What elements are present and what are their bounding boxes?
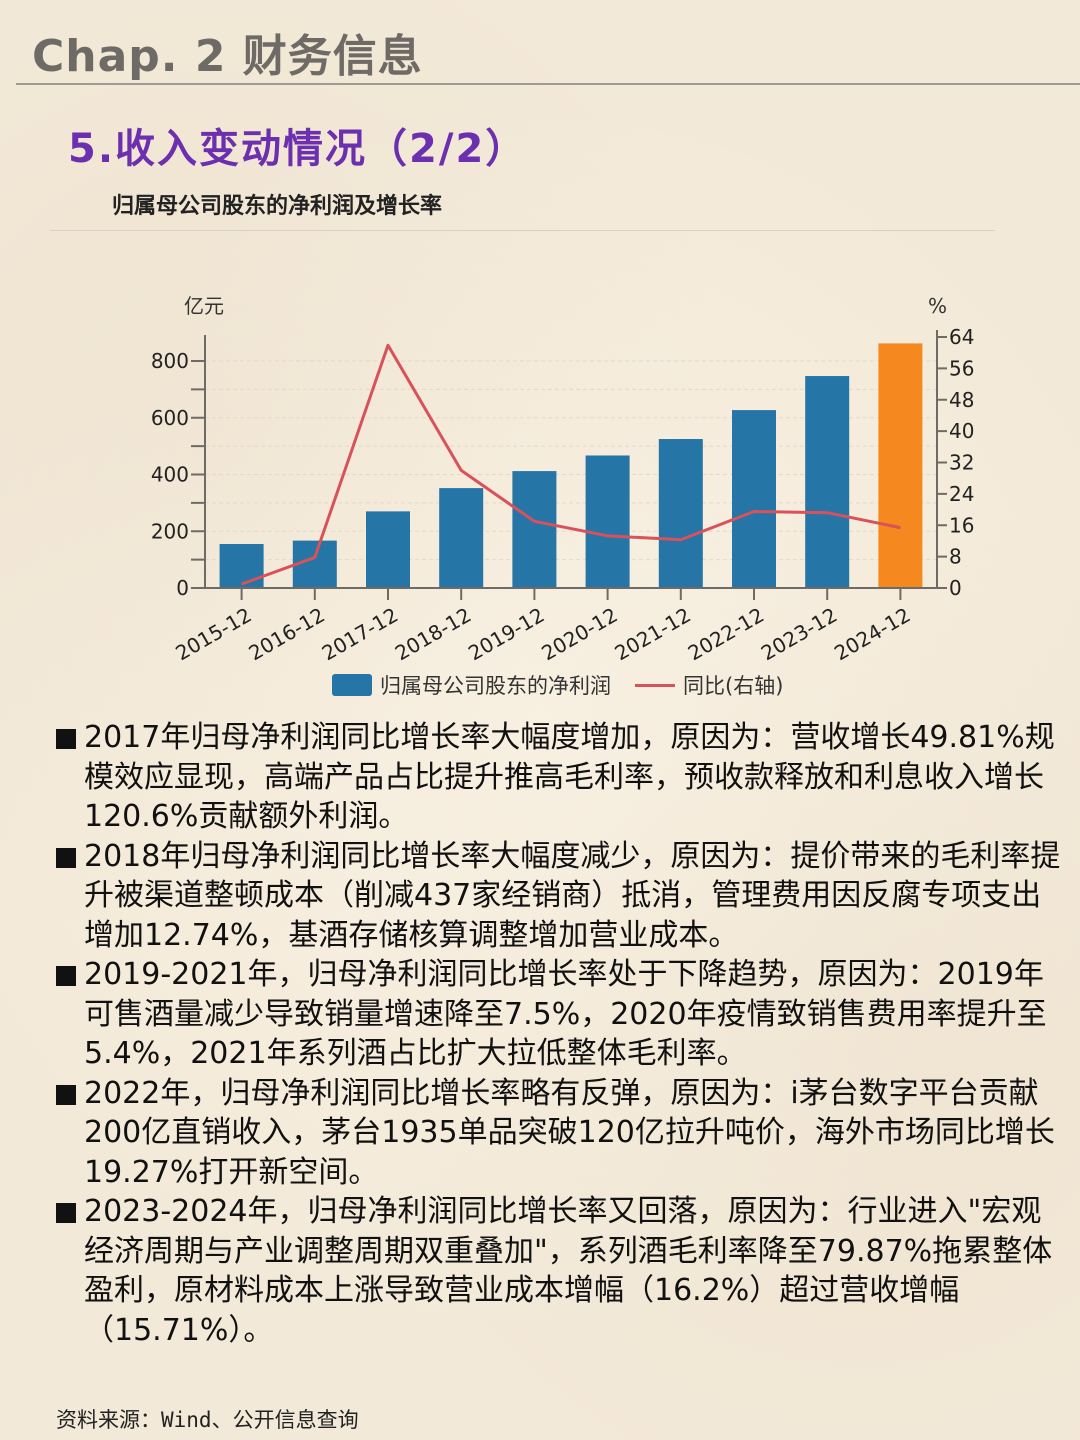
section-title: 5.收入变动情况（2/2） [68,126,528,172]
bar-2023-12 [805,376,850,588]
legend-line-label: 同比(右轴) [683,674,784,698]
bullet-item-2023-2024: 2023-2024年，归母净利润同比增长率又回落，原因为：行业进入"宏观经济周期… [56,1192,1066,1350]
bullet-item-2018: 2018年归母净利润同比增长率大幅度减少，原因为：提价带来的毛利率提升被渠道整顿… [56,837,1066,956]
square-bullet-icon [56,1203,76,1223]
bar-2022-12 [732,410,776,588]
left-axis-tick-label: 200 [151,519,189,543]
yoy-growth-line [241,343,901,586]
line-series [241,343,901,586]
bullet-text: 2017年归母净利润同比增长率大幅度增加，原因为：营收增长49.81%规模效应显… [84,720,1055,834]
x-axis-tick-label: 2017-12 [318,603,402,666]
x-axis-tick-label: 2021-12 [611,603,695,666]
square-bullet-icon [56,729,76,749]
x-axis-tick-label: 2022-12 [684,603,768,666]
bullet-text: 2019-2021年，归母净利润同比增长率处于下降趋势，原因为：2019年可售酒… [84,957,1047,1071]
chart-title: 归属母公司股东的净利润及增长率 [112,194,443,219]
left-y-axis: 0 200 400 600 800 [151,335,206,600]
right-axis-tick-label: 56 [949,356,974,380]
legend-bar-swatch [332,674,372,696]
x-axis-tick-label: 2019-12 [464,603,548,666]
bar-series [219,343,923,588]
right-axis-tick-label: 24 [949,482,974,506]
bar-2019-12 [512,471,557,588]
left-axis-tick-label: 400 [151,463,189,487]
bullet-text: 2023-2024年，归母净利润同比增长率又回落，原因为：行业进入"宏观经济周期… [84,1194,1053,1348]
right-axis-tick-label: 64 [949,325,974,349]
bar-2018-12 [439,488,484,588]
left-axis-unit: 亿元 [184,294,224,318]
analysis-bullet-list: 2017年归母净利润同比增长率大幅度增加，原因为：营收增长49.81%规模效应显… [56,718,1066,1350]
right-axis-tick-label: 16 [949,513,974,537]
bar-2015-12 [219,544,264,588]
x-axis: 2015-122016-122017-122018-122019-122020-… [171,587,937,666]
left-axis-tick-label: 0 [176,576,189,600]
bullet-text: 2022年，归母净利润同比增长率略有反弹，原因为：i茅台数字平台贡献200亿直销… [84,1075,1055,1190]
right-axis-tick-label: 32 [949,451,974,475]
square-bullet-icon [56,1084,76,1105]
bullet-text: 2018年归母净利润同比增长率大幅度减少，原因为：提价带来的毛利率提升被渠道整顿… [84,838,1061,953]
chart-legend: 归属母公司股东的净利润 同比(右轴) [332,670,783,700]
bullet-item-2019-2021: 2019-2021年，归母净利润同比增长率处于下降趋势，原因为：2019年可售酒… [56,955,1066,1074]
right-axis-unit: % [928,294,947,318]
x-axis-tick-label: 2020-12 [537,603,621,666]
chapter-divider [16,83,1080,85]
chapter-title: Chap. 2 财务信息 [32,31,423,82]
bar-2017-12 [366,511,410,588]
legend-line-swatch [635,683,675,687]
bar-2021-12 [658,439,703,588]
left-axis-tick-label: 600 [151,406,189,430]
chart-title-divider [50,230,995,231]
x-axis-tick-label: 2024-12 [830,603,914,666]
x-axis-tick-label: 2015-12 [171,603,255,666]
data-source-note: 资料来源：Wind、公开信息查询 [56,1404,359,1434]
bar-2020-12 [585,455,630,588]
x-axis-tick-label: 2018-12 [391,603,475,666]
source-value: Wind、公开信息查询 [161,1408,359,1432]
x-axis-tick-label: 2023-12 [757,603,841,666]
bar-2024-12 [878,343,923,588]
right-axis-tick-label: 0 [949,576,962,600]
bullet-item-2022: 2022年，归母净利润同比增长率略有反弹，原因为：i茅台数字平台贡献200亿直销… [56,1074,1066,1193]
square-bullet-icon [56,966,76,986]
right-axis-tick-label: 48 [949,388,974,412]
bullet-item-2017: 2017年归母净利润同比增长率大幅度增加，原因为：营收增长49.81%规模效应显… [56,718,1066,837]
square-bullet-icon [56,847,76,868]
right-axis-tick-label: 40 [949,419,974,443]
x-axis-tick-label: 2016-12 [245,603,329,666]
left-axis-tick-label: 800 [151,349,189,373]
source-label: 资料来源： [56,1408,161,1432]
legend-bar-label: 归属母公司股东的净利润 [380,674,611,698]
right-axis-tick-label: 8 [949,545,962,569]
right-y-axis: 0 8 16 24 32 40 48 56 64 [936,325,974,600]
